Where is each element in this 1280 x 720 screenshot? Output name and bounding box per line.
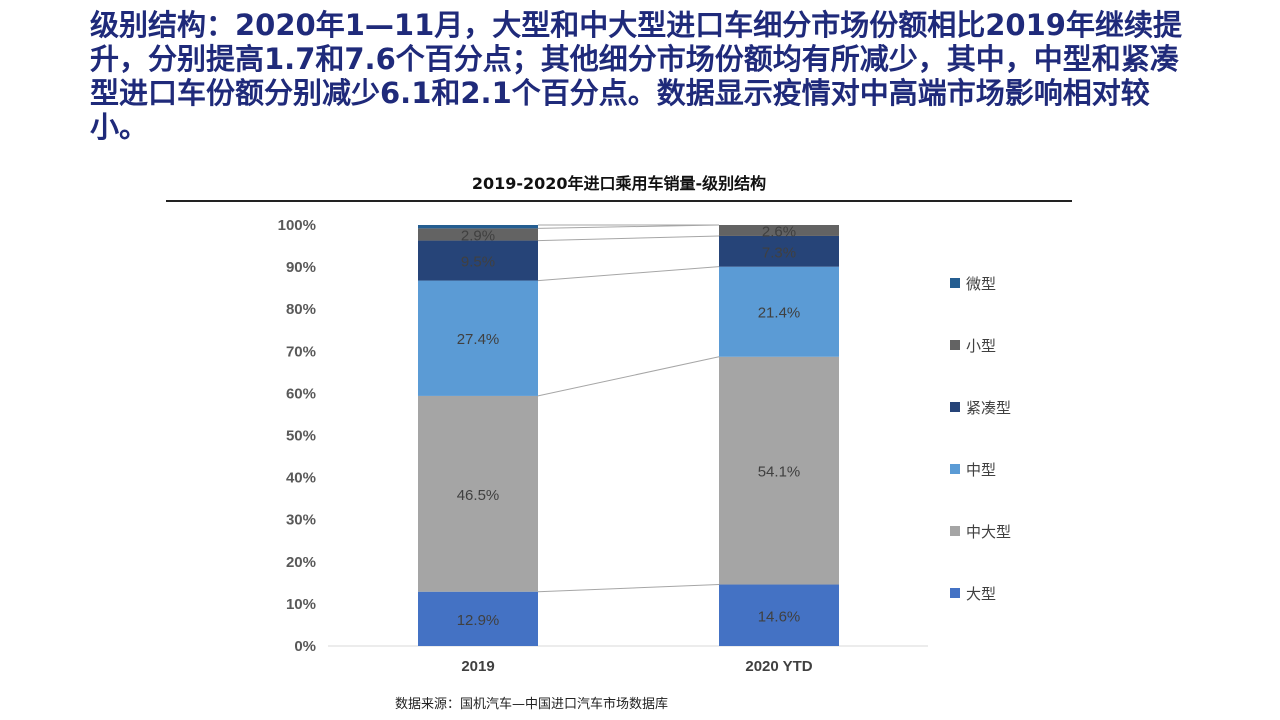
legend-item: 中大型 bbox=[950, 524, 1011, 541]
y-tick-label: 90% bbox=[286, 259, 316, 276]
x-tick-label: 2020 YTD bbox=[745, 658, 812, 675]
legend-label: 中大型 bbox=[966, 524, 1011, 541]
bar-segment bbox=[418, 280, 538, 396]
y-tick-label: 40% bbox=[286, 470, 316, 487]
legend-swatch bbox=[950, 278, 960, 288]
headline: 级别结构：2020年1—11月，大型和中大型进口车细分市场份额相比2019年继续… bbox=[90, 8, 1182, 144]
data-label: 27.4% bbox=[457, 331, 500, 348]
data-label: 7.3% bbox=[762, 244, 796, 261]
bar-segment bbox=[719, 584, 839, 646]
legend-swatch bbox=[950, 588, 960, 598]
bar-segment bbox=[418, 228, 538, 241]
data-label: 12.9% bbox=[457, 612, 500, 629]
legend-item: 小型 bbox=[950, 338, 996, 355]
bar-segment bbox=[719, 235, 839, 267]
data-source-note: 数据来源：国机汽车—中国进口汽车市场数据库 bbox=[395, 697, 669, 712]
legend-item: 紧凑型 bbox=[950, 400, 1011, 417]
data-label: 14.6% bbox=[758, 608, 801, 625]
y-tick-label: 50% bbox=[286, 428, 316, 445]
y-tick-label: 100% bbox=[278, 217, 316, 234]
data-label: 54.1% bbox=[758, 464, 801, 481]
bar-segment bbox=[719, 266, 839, 357]
connector-line bbox=[537, 584, 720, 593]
legend-item: 大型 bbox=[950, 586, 996, 603]
legend-label: 中型 bbox=[966, 462, 996, 479]
legend-swatch bbox=[950, 526, 960, 536]
data-labels: 12.9% 14.6% 46.5% 54.1% 27.4% 21.4% 9.5% 7.3% 2.… bbox=[457, 223, 801, 628]
y-tick-label: 10% bbox=[286, 596, 316, 613]
x-axis: 2019 2020 YTD bbox=[461, 658, 812, 675]
legend-label: 小型 bbox=[966, 338, 996, 355]
legend-label: 大型 bbox=[966, 586, 996, 603]
y-tick-label: 80% bbox=[286, 301, 316, 318]
legend-swatch bbox=[950, 402, 960, 412]
chart-title: 2019-2020年进口乘用车销量-级别结构 bbox=[471, 174, 767, 193]
title-divider bbox=[166, 200, 1072, 202]
x-tick-label: 2019 bbox=[461, 658, 494, 675]
y-tick-label: 30% bbox=[286, 512, 316, 529]
data-label: 46.5% bbox=[457, 487, 500, 504]
bar-segment bbox=[719, 225, 839, 236]
data-label: 2.6% bbox=[762, 223, 796, 240]
bar-segment bbox=[418, 591, 538, 646]
data-label: 21.4% bbox=[758, 305, 801, 322]
y-tick-label: 70% bbox=[286, 343, 316, 360]
bars bbox=[418, 225, 839, 646]
legend-item: 中型 bbox=[950, 462, 996, 479]
legend-item: 微型 bbox=[950, 276, 996, 293]
bar-segment bbox=[418, 240, 538, 281]
data-label: 9.5% bbox=[461, 254, 495, 271]
y-tick-label: 60% bbox=[286, 385, 316, 402]
connector-line bbox=[537, 235, 720, 242]
connector-line bbox=[537, 224, 720, 229]
bar-segment bbox=[418, 395, 538, 592]
legend-swatch bbox=[950, 340, 960, 350]
legend-label: 微型 bbox=[966, 276, 996, 293]
y-tick-label: 20% bbox=[286, 554, 316, 571]
series-connectors bbox=[537, 224, 720, 593]
bar-segment bbox=[418, 225, 538, 229]
legend-label: 紧凑型 bbox=[966, 400, 1011, 417]
y-tick-label: 0% bbox=[294, 638, 316, 655]
connector-line bbox=[537, 356, 720, 397]
data-label: 2.9% bbox=[461, 227, 495, 244]
legend-swatch bbox=[950, 464, 960, 474]
connector-line bbox=[537, 266, 720, 282]
y-axis: 0% 10% 20% 30% 40% 50% 60% 70% 80% 90% 100% bbox=[278, 217, 316, 655]
bar-segment bbox=[719, 356, 839, 585]
